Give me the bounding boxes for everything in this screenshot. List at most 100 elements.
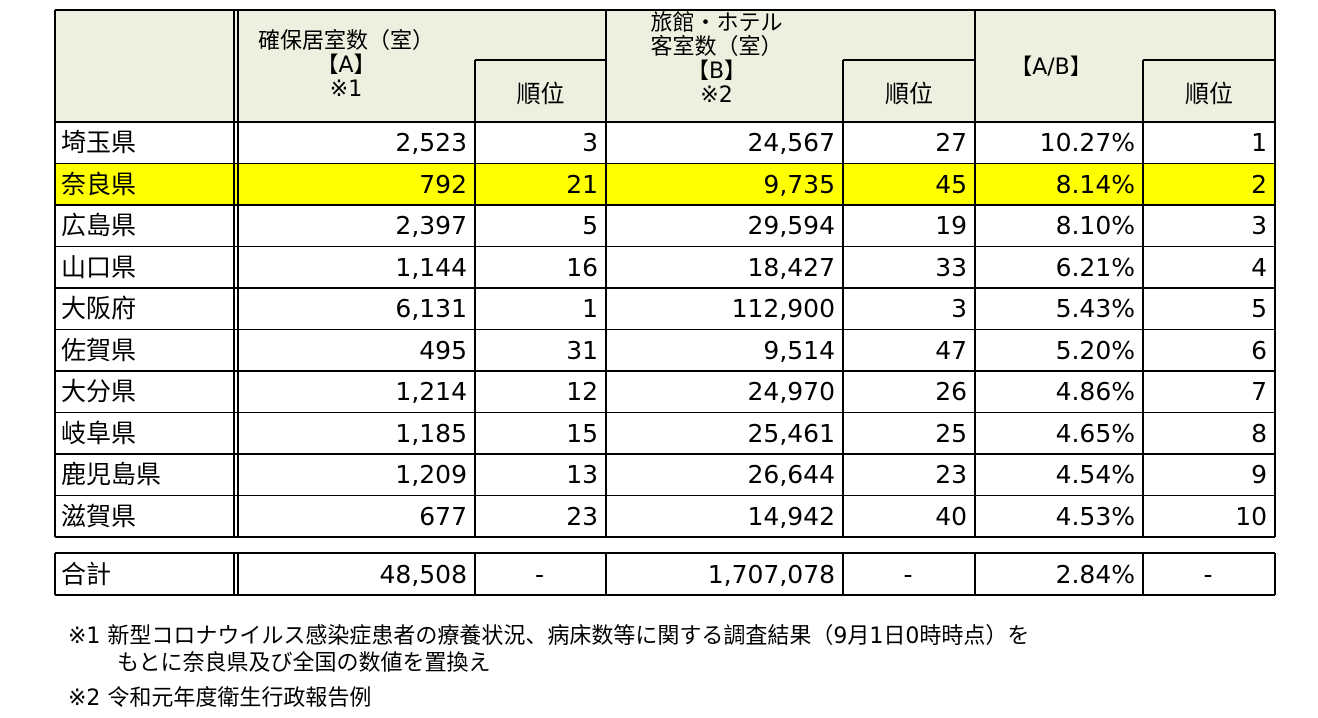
grid-line [55,536,1275,538]
value-b: 9,735 [763,169,835,199]
value-b: 112,900 [731,294,835,323]
grid-line [55,328,1275,331]
header-col-b-line: 旅館・ホテル [650,11,783,36]
pref-name: 滋賀県 [61,501,137,531]
pref-name: 岐阜県 [61,418,137,448]
rank-b: 19 [935,211,967,240]
header-col-b-line: 客室数（室） [650,35,783,60]
total-label: 合計 [61,560,112,589]
header-col-b-line: ※2 [700,83,733,108]
grid-line [605,10,607,537]
value-a: 1,144 [395,252,467,282]
rank-ab: 10 [1235,501,1267,531]
value-a: 2,523 [395,128,467,157]
value-b: 24,970 [747,377,835,406]
grid-line [974,10,976,537]
value-b: 14,942 [747,501,835,531]
value-b: 24,567 [747,128,835,157]
value-ab: 4.86% [1055,377,1135,406]
note-1: ※1 新型コロナウイルス感染症患者の療養状況、病床数等に関する調査結果（9月1日… [68,624,1030,649]
rank-ab: 4 [1251,252,1267,282]
value-b: 18,427 [747,252,835,282]
value-ab: 4.65% [1055,418,1135,448]
rank-b: 45 [935,169,967,199]
grid-line [55,245,1275,248]
grid-line [1142,553,1144,595]
rank-b: 25 [935,418,967,448]
value-ab: 5.43% [1055,294,1135,323]
total-ab: 2.84% [1055,560,1135,589]
grid-line [55,453,1275,455]
value-b: 29,594 [747,211,835,240]
header-col-a-line: 【A】 [316,53,376,78]
value-a: 677 [419,501,467,531]
grid-line [55,594,1275,596]
grid-line [1274,553,1276,595]
grid-line [233,10,235,537]
total-ab-rank: - [1203,560,1213,589]
rank-ab: 2 [1251,169,1267,199]
header-col-a-line: 確保居室数（室） [257,29,434,54]
rank-a: 1 [582,294,598,323]
rank-ab: 7 [1251,377,1267,406]
grid-line [843,59,975,61]
rank-a: 15 [566,418,598,448]
grid-line [55,287,1275,289]
rank-b: 33 [935,252,967,282]
value-ab: 10.27% [1039,128,1135,157]
value-ab: 4.54% [1055,460,1135,489]
rank-ab: 1 [1251,128,1267,157]
value-ab: 8.14% [1055,169,1135,199]
grid-line [55,121,1275,123]
value-a: 6,131 [395,294,467,323]
value-a: 495 [419,335,467,365]
grid-line [475,59,606,61]
rank-b: 27 [935,128,967,157]
grid-line [1142,60,1144,537]
rank-b: 40 [935,501,967,531]
value-ab: 5.20% [1055,335,1135,365]
header-rank: 順位 [516,80,565,108]
rank-a: 13 [566,460,598,489]
note-1-cont: もとに奈良県及び全国の数値を置換え [117,651,491,676]
grid-line [605,553,607,595]
header-col-a-line: ※1 [329,77,363,102]
value-a: 1,185 [395,418,467,448]
pref-name: 鹿児島県 [61,460,162,489]
value-b: 9,514 [763,335,835,365]
rank-b: 23 [935,460,967,489]
grid-line [55,411,1275,414]
rank-b: 3 [951,294,967,323]
rank-ab: 6 [1251,335,1267,365]
pref-name: 埼玉県 [61,128,137,157]
grid-line [54,553,56,595]
value-a: 1,214 [395,377,467,406]
grid-line [842,553,844,595]
grid-line [55,494,1275,497]
total-b: 1,707,078 [707,560,835,589]
grid-line [55,204,1275,206]
rank-a: 31 [566,335,598,365]
grid-line [55,552,1275,554]
table-header-bg [55,10,1275,122]
pref-name: 山口県 [61,252,137,282]
value-ab: 4.53% [1055,501,1135,531]
grid-line [54,10,56,537]
value-a: 792 [419,169,467,199]
pref-name: 広島県 [61,211,137,240]
total-a-rank: - [534,560,545,589]
grid-line [233,553,235,595]
rank-ab: 5 [1251,294,1267,323]
value-ab: 6.21% [1055,252,1135,282]
rank-b: 26 [935,377,967,406]
pref-name: 大分県 [61,377,137,406]
rank-ab: 8 [1251,418,1267,448]
rank-a: 12 [566,377,598,406]
rank-b: 47 [935,335,967,365]
note-2: ※2 令和元年度衛生行政報告例 [68,686,372,711]
value-a: 2,397 [395,211,467,240]
grid-line [474,60,476,537]
pref-name: 佐賀県 [61,335,137,365]
rank-ab: 9 [1251,460,1267,489]
highlight-row-bg [55,163,1275,205]
